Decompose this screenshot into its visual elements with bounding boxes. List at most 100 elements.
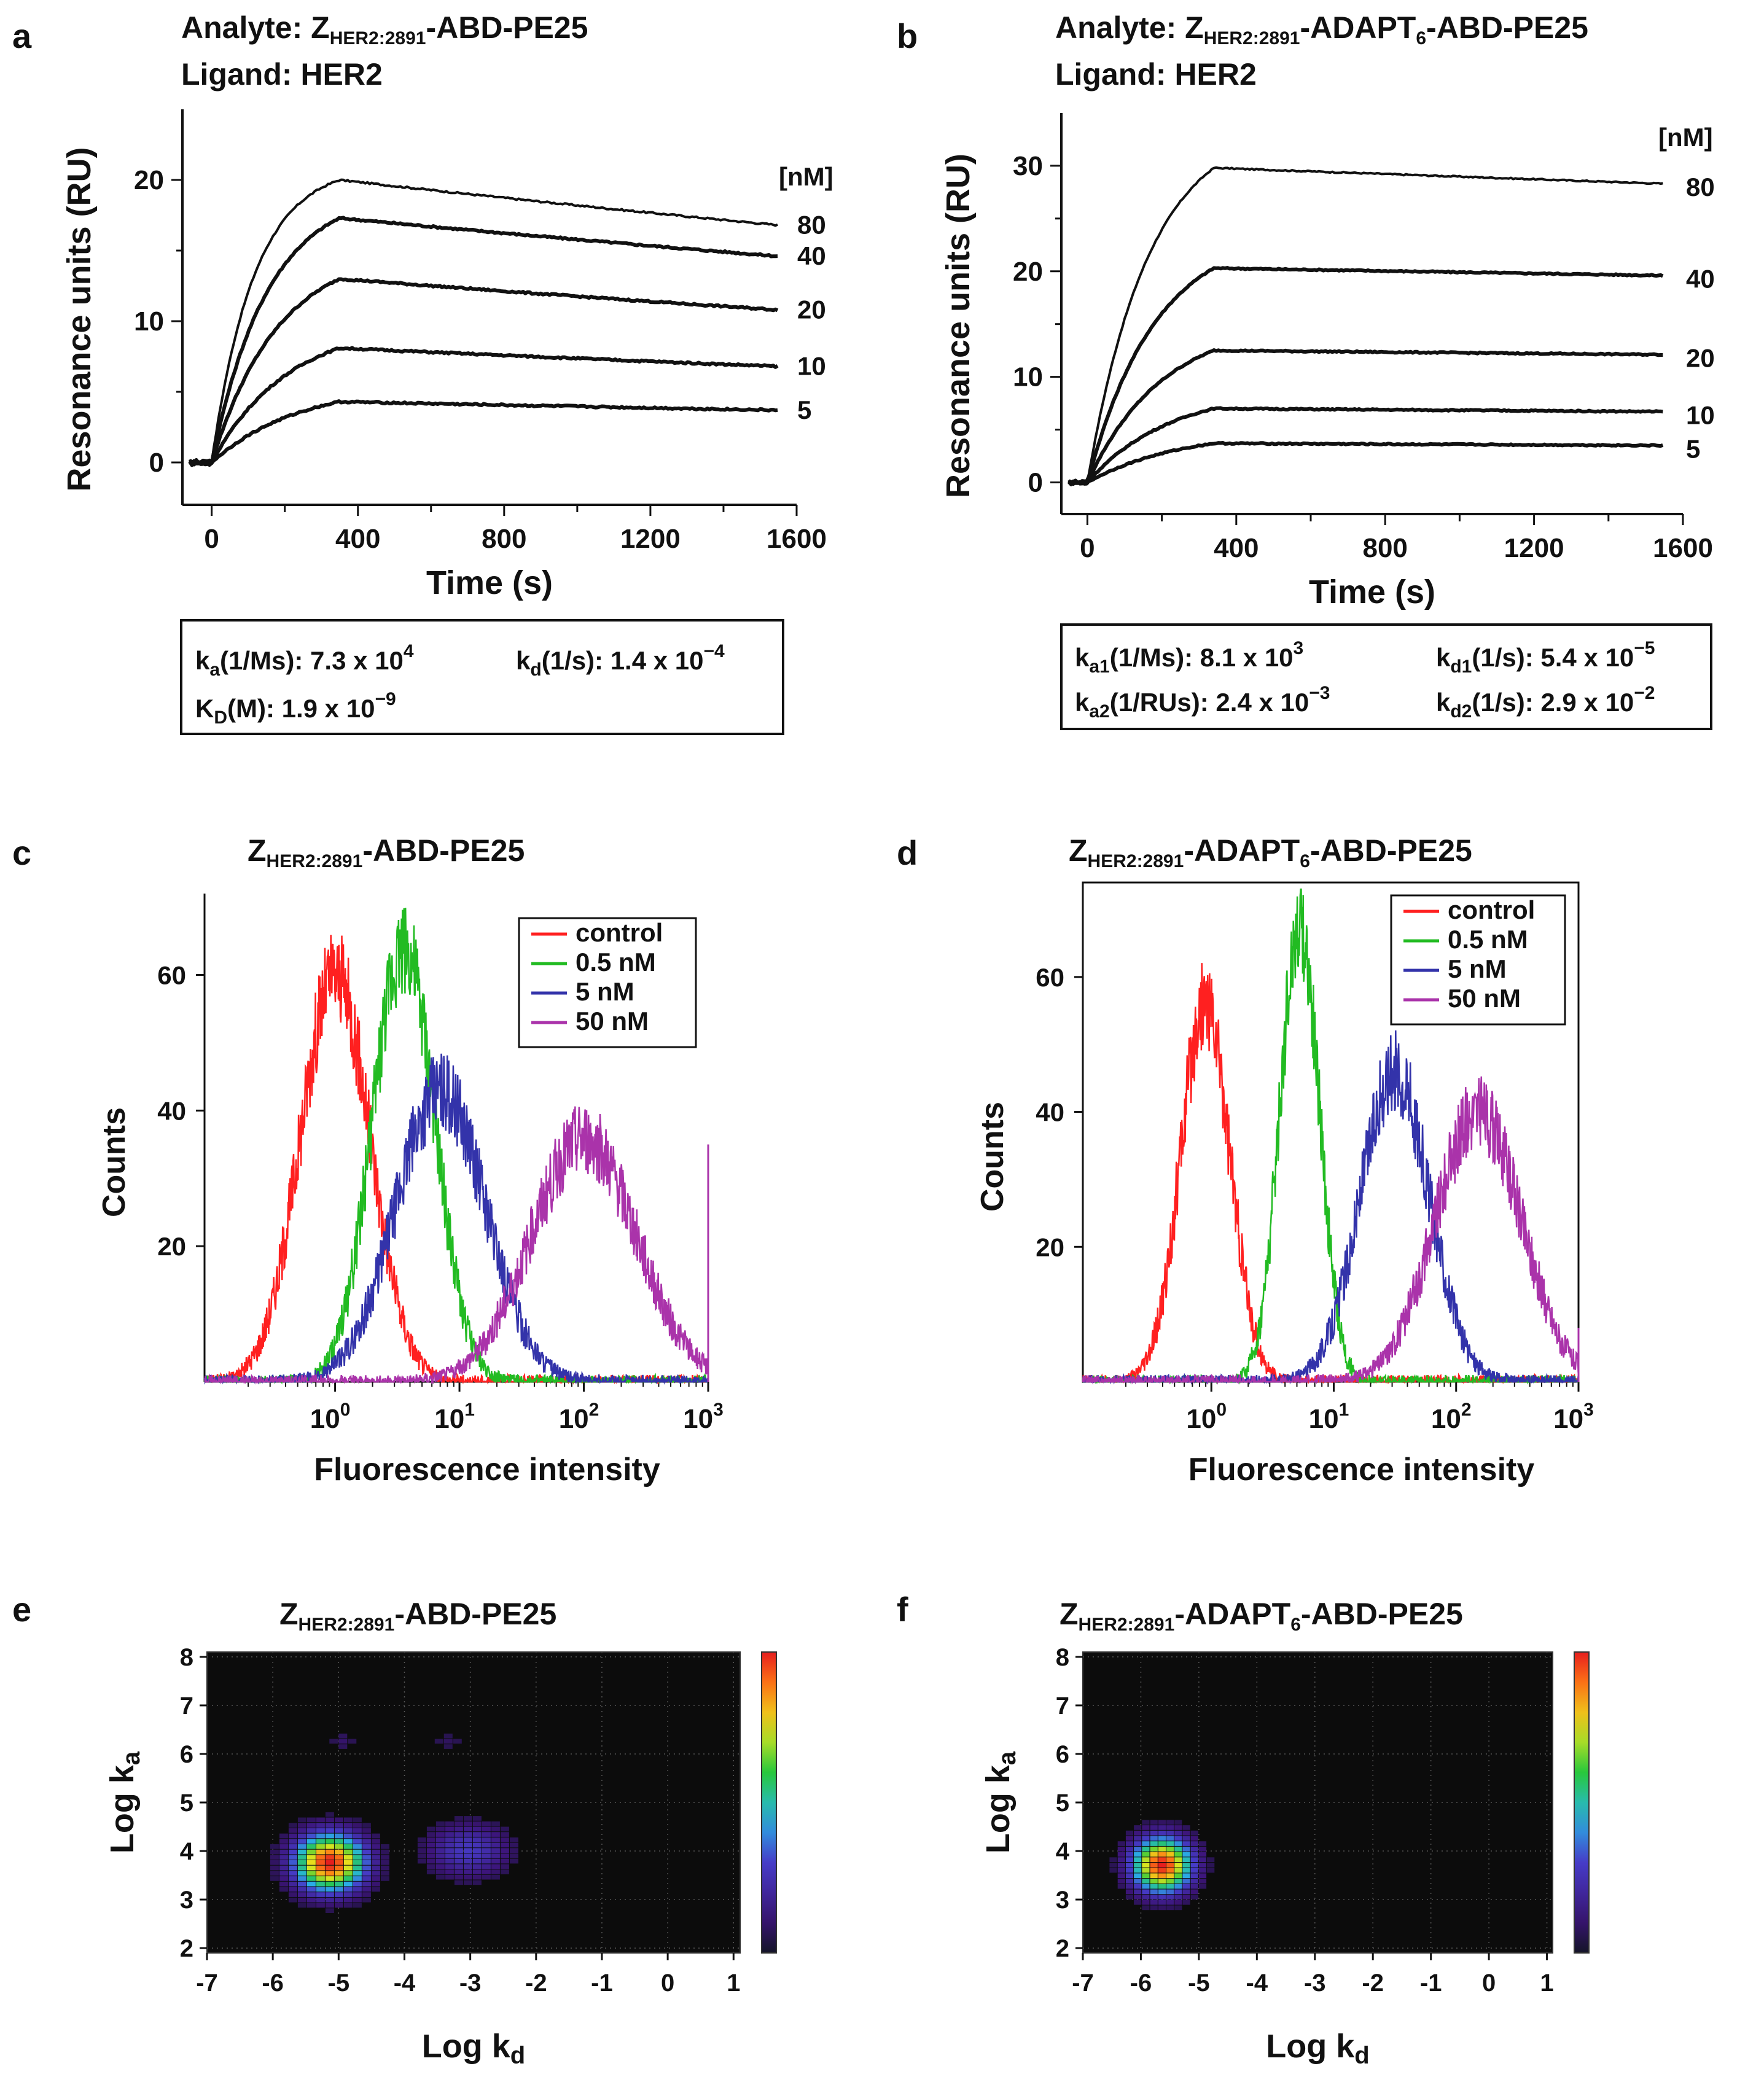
heatmap-cell: [509, 1858, 518, 1864]
y-axis-label: Log ka: [980, 1751, 1021, 1853]
heatmap-cell: [353, 1839, 362, 1844]
x-tick-label: 102: [1431, 1400, 1472, 1434]
heatmap-cell: [1117, 1884, 1125, 1889]
heatmap-cell: [1117, 1873, 1125, 1879]
x-tick-label: -1: [591, 1970, 613, 1997]
heatmap-cell: [1174, 1900, 1182, 1905]
x-tick-label: -5: [328, 1970, 350, 1997]
heatmap-cell: [1198, 1868, 1207, 1873]
heatmap-cell: [463, 1869, 472, 1874]
heatmap-cell: [491, 1821, 500, 1826]
heatmap-cell: [1198, 1852, 1207, 1857]
heatmap-cell: [482, 1837, 491, 1842]
x-tick-label: -2: [1362, 1970, 1384, 1997]
heatmap-cell: [343, 1823, 353, 1828]
heatmap-cell: [1198, 1841, 1207, 1846]
heatmap-cell: [426, 1858, 435, 1864]
heatmap-cell: [463, 1826, 472, 1832]
heatmap-cell: [270, 1865, 279, 1871]
y-tick-label: 20: [157, 1232, 186, 1261]
heatmap-cell: [297, 1897, 306, 1903]
heatmap-cell: [334, 1828, 343, 1833]
heatmap-cell: [1190, 1841, 1198, 1846]
heatmap-cell: [472, 1880, 482, 1885]
x-tick-label: -3: [1304, 1970, 1326, 1997]
heatmap-cell: [1150, 1884, 1158, 1889]
heatmap-cell: [1134, 1879, 1142, 1884]
heatmap-cell: [1142, 1836, 1150, 1841]
heatmap-cell: [316, 1897, 325, 1903]
heatmap-cell: [1182, 1879, 1190, 1884]
heatmap-plot-e: -7 -6 -5 -4 -3 -2 -1 0 1 2 3 4 5 6 7 8 Log kd Log ka: [104, 1644, 777, 2069]
heatmap-cell: [288, 1849, 297, 1855]
heatmap-cell: [435, 1864, 445, 1869]
heatmap-cell: [454, 1821, 463, 1826]
x-tick-label: -2: [525, 1970, 547, 1997]
y-tick-label: 7: [180, 1693, 193, 1720]
y-tick-label: 8: [1056, 1644, 1069, 1671]
heatmap-cell: [1158, 1873, 1166, 1879]
heatmap-cell: [288, 1833, 297, 1839]
heatmap-cell: [288, 1865, 297, 1871]
heatmap-cell: [353, 1844, 362, 1849]
heatmap-cell: [270, 1876, 279, 1881]
heatmap-cell: [297, 1839, 306, 1844]
series-label-80: 80: [797, 211, 826, 240]
heatmap-cell: [454, 1874, 463, 1880]
heatmap-cell: [472, 1816, 482, 1821]
panel-f-title: ZHER2:2891-ADAPT6-ABD-PE25: [1060, 1597, 1463, 1635]
x-axis-label: Time (s): [1309, 574, 1435, 610]
heatmap-cell: [297, 1844, 306, 1849]
heatmap-cell: [353, 1833, 362, 1839]
heatmap-cell: [1109, 1863, 1117, 1868]
heatmap-cell: [334, 1844, 343, 1849]
y-tick-label: 20: [134, 165, 164, 195]
heatmap-cell: [472, 1842, 482, 1848]
heatmap-cell: [1142, 1879, 1150, 1884]
heatmap-cell: [491, 1848, 500, 1853]
heatmap-cell: [463, 1816, 472, 1821]
heatmap-cell: [353, 1855, 362, 1860]
heatmap-cell: [435, 1858, 445, 1864]
heatmap-cell: [445, 1842, 454, 1848]
heatmap-cell: [1174, 1830, 1182, 1836]
y-tick-label: 40: [157, 1096, 186, 1125]
heatmap-cell: [348, 1739, 357, 1744]
sensorgram-20nM: [189, 277, 779, 467]
x-tick-label: -7: [196, 1970, 218, 1997]
histogram-plot-d: 20 40 60 100 101 102 103 Fluorescence intensity…: [975, 881, 1594, 1487]
heatmap-cell: [1174, 1825, 1182, 1830]
legend-label: 50 nM: [1448, 984, 1521, 1013]
legend-label: 5 nM: [1448, 954, 1507, 983]
heatmap-cell: [1207, 1857, 1215, 1862]
y-axis-label: Log ka: [104, 1751, 145, 1853]
heatmap-cell: [443, 1744, 453, 1749]
heatmap-cell: [371, 1833, 380, 1839]
heatmap-cell: [1174, 1879, 1182, 1884]
heatmap-cell: [1142, 1868, 1150, 1873]
y-tick-label: 10: [1013, 362, 1043, 392]
heatmap-cell: [288, 1860, 297, 1865]
heatmap-cell: [1198, 1873, 1207, 1879]
x-tick-label: 100: [310, 1400, 351, 1434]
heatmap-cell: [325, 1908, 334, 1913]
heatmap-cell: [482, 1826, 491, 1832]
panel-f: f ZHER2:2891-ADAPT6-ABD-PE25 -7 -6 -5 -4 -3-…: [897, 1590, 1590, 2069]
heatmap-cell: [334, 1849, 343, 1855]
y-tick-label: 8: [180, 1644, 193, 1671]
heatmap-cell: [1150, 1889, 1158, 1895]
heatmap-cell: [445, 1853, 454, 1858]
panel-d-letter: d: [897, 833, 918, 872]
heatmap-cell: [362, 1865, 371, 1871]
heatmap-cell: [482, 1821, 491, 1826]
x-tick-label: -3: [459, 1970, 482, 1997]
heatmap-cell: [1158, 1825, 1166, 1830]
heatmap-cell: [325, 1855, 334, 1860]
heatmap-cell: [1166, 1863, 1174, 1868]
x-axis-label: Log kd: [1266, 2028, 1369, 2069]
heatmap-cell: [454, 1869, 463, 1874]
heatmap-plot-f: -7 -6 -5 -4 -3 -2 -1 0 1 2 3 4 5 6 7 8 Log kd Log ka: [980, 1644, 1590, 2069]
heatmap-cell: [454, 1816, 463, 1821]
heatmap-cell: [482, 1842, 491, 1848]
